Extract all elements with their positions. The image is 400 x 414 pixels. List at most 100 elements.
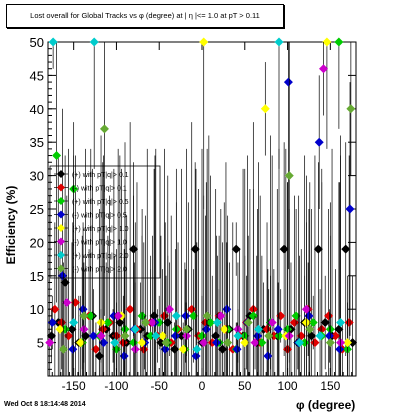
data-point: [192, 344, 202, 354]
data-point: [342, 338, 352, 348]
data-point: [314, 137, 324, 147]
legend-marker: [57, 264, 65, 273]
data-point: [181, 311, 191, 321]
data-point: [130, 324, 140, 334]
y-tick-label: 5: [37, 336, 44, 351]
data-point: [335, 344, 345, 354]
data-point: [257, 338, 267, 348]
data-point: [233, 331, 243, 341]
data-point: [267, 318, 277, 328]
data-point: [182, 324, 192, 334]
data-point: [301, 304, 311, 314]
y-tick-label: 20: [30, 235, 44, 250]
data-point: [300, 338, 310, 348]
data-point: [176, 331, 186, 341]
legend-marker: [57, 170, 65, 178]
data-point: [48, 37, 58, 47]
data-point: [103, 318, 113, 328]
data-point: [99, 124, 109, 134]
data-point: [57, 318, 67, 328]
data-point: [240, 338, 250, 348]
data-point: [187, 304, 197, 314]
data-point: [253, 324, 263, 334]
data-point: [151, 331, 161, 341]
data-point: [324, 331, 334, 341]
data-point: [216, 311, 226, 321]
x-tick-label: -100: [104, 379, 128, 393]
y-tick-label: 50: [30, 35, 44, 50]
data-point: [232, 344, 242, 354]
data-point: [125, 304, 135, 314]
legend-entry: (-) with pT|q|> 1.0: [72, 240, 127, 247]
chart-title: Lost overall for Global Tracks vs φ (deg…: [6, 4, 284, 28]
data-point: [147, 318, 157, 328]
data-point: [76, 338, 86, 348]
data-point: [197, 331, 207, 341]
legend-marker: [57, 197, 65, 205]
data-point: [322, 37, 332, 47]
data-point: [67, 324, 77, 334]
data-point: [199, 338, 209, 348]
data-point: [55, 324, 65, 334]
data-point: [47, 318, 57, 328]
y-tick-label: 25: [30, 202, 44, 217]
data-point: [269, 331, 279, 341]
data-point: [248, 311, 258, 321]
data-point: [161, 338, 171, 348]
legend-marker: [57, 251, 65, 259]
data-point: [96, 331, 106, 341]
data-point: [243, 318, 253, 328]
legend-marker: [57, 224, 65, 232]
data-point: [223, 338, 233, 348]
data-point: [120, 331, 130, 341]
data-point: [295, 338, 305, 348]
data-point: [211, 331, 221, 341]
data-point: [62, 298, 72, 308]
data-point: [119, 351, 129, 361]
data-point: [341, 244, 351, 254]
data-point: [156, 338, 166, 348]
x-tick-label: 50: [238, 379, 252, 393]
legend-marker: [57, 210, 65, 219]
data-point: [274, 331, 284, 341]
data-point: [69, 318, 79, 328]
data-point: [231, 244, 241, 254]
data-point: [191, 351, 201, 361]
data-point: [200, 318, 210, 328]
x-axis-label: φ (degree): [296, 398, 356, 412]
data-point: [46, 331, 56, 341]
data-point: [345, 204, 355, 214]
data-point: [158, 331, 168, 341]
data-point: [146, 331, 156, 341]
data-point: [45, 338, 55, 348]
data-point: [149, 311, 159, 321]
data-point: [336, 318, 346, 328]
data-point: [313, 244, 323, 254]
data-point: [58, 344, 68, 354]
data-point: [289, 318, 299, 328]
data-point: [88, 331, 98, 341]
x-tick-label: 100: [278, 379, 298, 393]
data-point: [250, 338, 260, 348]
data-point: [348, 338, 358, 348]
x-tick-label: -50: [151, 379, 169, 393]
y-tick-label: 45: [30, 68, 44, 83]
data-point: [89, 37, 99, 47]
data-point: [263, 351, 273, 361]
data-point: [273, 324, 283, 334]
data-point: [202, 311, 212, 321]
data-point: [334, 37, 344, 47]
data-point: [113, 311, 123, 321]
data-point: [279, 244, 289, 254]
data-point: [334, 324, 344, 334]
data-point: [98, 324, 108, 334]
data-point: [330, 331, 340, 341]
data-point: [115, 318, 125, 328]
legend-marker: [57, 183, 65, 192]
data-point: [60, 324, 70, 334]
y-tick-label: 15: [30, 269, 44, 284]
data-point: [110, 338, 120, 348]
data-point: [171, 311, 181, 321]
